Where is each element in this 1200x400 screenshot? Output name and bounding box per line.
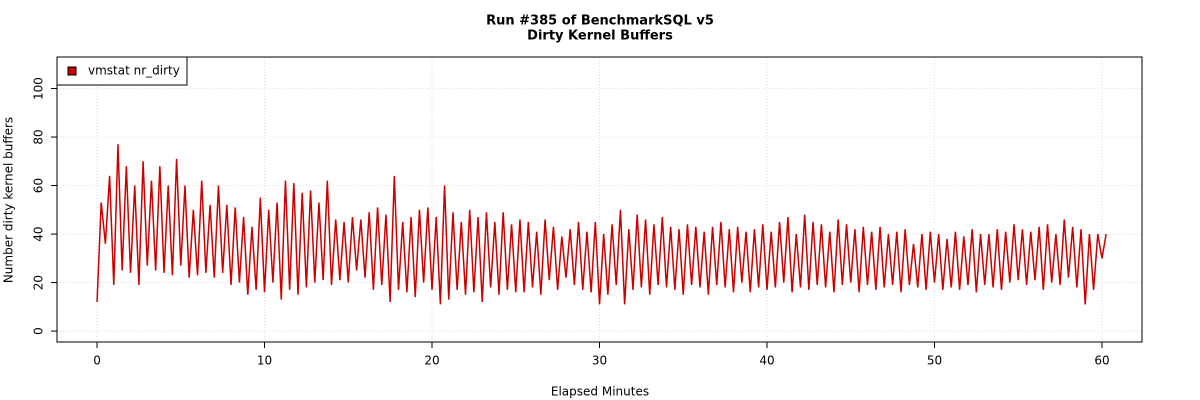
y-tick-label: 100: [32, 77, 46, 100]
data-line: [96, 144, 1107, 305]
legend-swatch: [67, 66, 77, 76]
x-tick-label: 10: [257, 354, 272, 368]
legend: vmstat nr_dirty: [56, 56, 188, 86]
x-axis-label: Elapsed Minutes: [551, 385, 649, 399]
x-tick-label: 60: [1094, 354, 1109, 368]
y-tick-label: 80: [32, 129, 46, 144]
chart-title: Run #385 of BenchmarkSQL v5: [486, 14, 714, 29]
x-tick-label: 50: [927, 354, 942, 368]
x-tick-label: 0: [93, 354, 101, 368]
y-axis-label: Number dirty kernel buffers: [2, 117, 16, 283]
legend-label: vmstat nr_dirty: [88, 64, 180, 78]
x-tick-label: 30: [592, 354, 607, 368]
legend-box: [56, 56, 188, 86]
y-tick-label: 60: [32, 178, 46, 193]
y-tick-label: 40: [32, 226, 46, 241]
y-tick-label: 0: [32, 327, 46, 335]
plot-frame: [56, 56, 1143, 343]
y-tick-label: 20: [32, 275, 46, 290]
x-tick-label: 20: [424, 354, 439, 368]
chart-subtitle: Dirty Kernel Buffers: [527, 29, 673, 44]
x-tick-label: 40: [759, 354, 774, 368]
